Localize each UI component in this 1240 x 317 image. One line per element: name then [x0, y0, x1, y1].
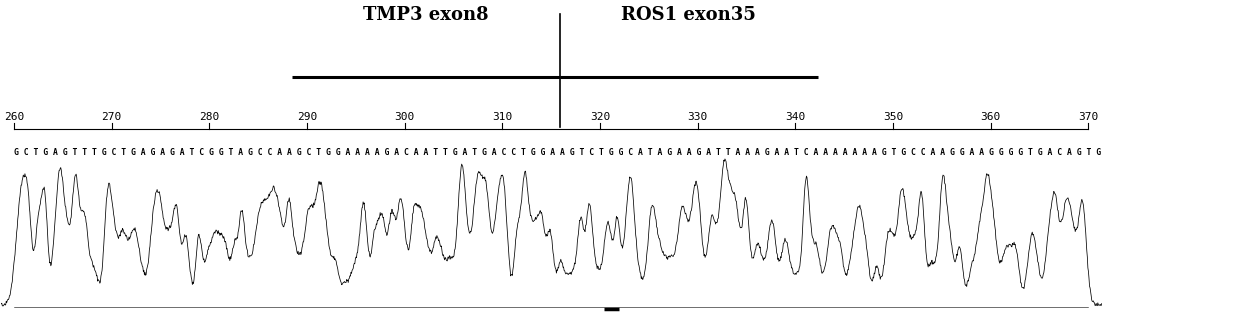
Text: 320: 320	[590, 112, 610, 122]
Text: 270: 270	[102, 112, 122, 122]
Text: ROS1 exon35: ROS1 exon35	[621, 6, 756, 24]
Text: 370: 370	[1079, 112, 1099, 122]
Text: 300: 300	[394, 112, 414, 122]
Text: 310: 310	[492, 112, 512, 122]
Text: 290: 290	[296, 112, 317, 122]
Text: 280: 280	[200, 112, 219, 122]
Text: 350: 350	[883, 112, 903, 122]
Text: 360: 360	[981, 112, 1001, 122]
Text: G C T G A G T T T G C T G A G A G A T C G G T A G C C A A G C T G G A A A A G A : G C T G A G T T T G C T G A G A G A T C …	[14, 148, 1101, 157]
Text: 330: 330	[687, 112, 708, 122]
Text: 260: 260	[4, 112, 24, 122]
Text: TMP3 exon8: TMP3 exon8	[363, 6, 489, 24]
Text: 340: 340	[785, 112, 806, 122]
